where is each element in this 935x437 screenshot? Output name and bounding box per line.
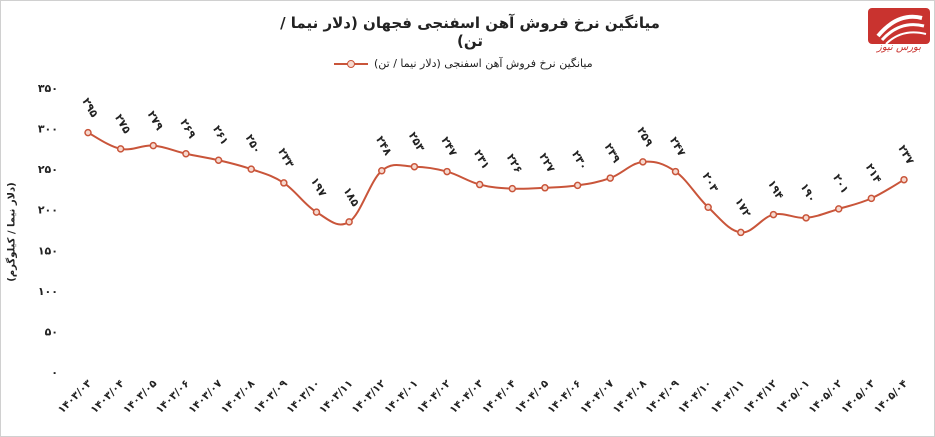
data-point (475, 180, 484, 189)
data-label: ۲۵۹ (634, 125, 655, 149)
x-tick-label: ۱۴۰۴/۰۹ (643, 377, 682, 416)
data-label: ۲۳۳ (275, 146, 296, 170)
data-point (247, 165, 255, 173)
legend-label: میانگین نرخ فروش آهن اسفنجی (دلار نیما /… (374, 57, 593, 70)
x-tick-label: ۱۴۰۳/۱۱ (317, 378, 355, 416)
data-label: ۲۰۱ (830, 172, 851, 196)
x-tick-label: ۱۴۰۴/۰۷ (578, 377, 617, 416)
data-point (214, 156, 223, 164)
data-label: ۲۲۷ (536, 151, 557, 175)
data-label: ۲۹۵ (79, 96, 100, 120)
series-line (87, 131, 905, 234)
data-label: ۱۷۲ (732, 195, 753, 219)
x-tick-label: ۱۴۰۳/۰۴ (88, 377, 127, 416)
data-point (541, 184, 549, 192)
x-tick-label: ۱۴۰۴/۱۲ (741, 377, 780, 416)
bourse-news-logo-icon (868, 6, 930, 60)
data-label: ۲۳۷ (895, 143, 916, 167)
data-point (443, 167, 451, 176)
data-label: ۱۹۰ (797, 181, 818, 205)
data-point (900, 175, 908, 184)
data-point (312, 208, 321, 216)
data-point (182, 149, 190, 158)
x-tick-label: ۱۴۰۴/۰۶ (545, 378, 583, 416)
data-point (769, 210, 778, 219)
data-label: ۲۳۱ (471, 148, 492, 172)
x-tick-label: ۱۴۰۴/۰۴ (480, 377, 519, 416)
chart-title: میانگین نرخ فروش آهن اسفنجی فجهان (دلار … (280, 14, 660, 50)
data-label: ۲۴۸ (373, 134, 394, 158)
x-tick-label: ۱۴۰۳/۰۶ (154, 378, 192, 416)
data-point (508, 184, 517, 193)
x-tick-label: ۱۴۰۳/۱۰ (284, 378, 322, 416)
data-label: ۲۱۴ (863, 161, 884, 185)
data-label: ۱۸۵ (341, 185, 362, 209)
data-point (867, 194, 876, 203)
data-label: ۲۵۰ (243, 132, 264, 156)
data-label: ۲۵۳ (406, 130, 427, 154)
data-point (639, 158, 647, 166)
y-tick-label: ۳۰۰ (38, 123, 58, 136)
data-point (834, 205, 843, 213)
y-tick-label: ۲۰۰ (38, 204, 58, 217)
data-point (378, 167, 386, 175)
data-point (410, 162, 419, 171)
x-tick-label: ۱۴۰۵/۰۱ (774, 378, 812, 416)
x-tick-label: ۱۴۰۳/۰۸ (219, 377, 258, 416)
x-tick-label: ۱۴۰۳/۰۳ (56, 377, 95, 416)
legend: میانگین نرخ فروش آهن اسفنجی (دلار نیما /… (330, 56, 630, 72)
logo-text: بورس نیوز (877, 42, 921, 53)
x-tick-label: ۱۴۰۴/۰۸ (611, 377, 650, 416)
x-tick-label: ۱۴۰۳/۱۲ (349, 377, 388, 416)
data-label: ۲۷۵ (112, 112, 133, 136)
data-label: ۱۹۴ (765, 178, 786, 202)
y-tick-label: ۳۵۰ (38, 82, 58, 95)
x-tick-label: ۱۴۰۴/۱۰ (676, 378, 714, 416)
data-point (737, 228, 745, 237)
data-point (573, 181, 582, 190)
data-point (280, 179, 288, 187)
data-point (149, 141, 158, 150)
x-tick-label: ۱۴۰۳/۰۹ (252, 377, 291, 416)
x-tick-label: ۱۴۰۳/۰۷ (186, 377, 225, 416)
data-point (671, 167, 680, 176)
x-tick-label: ۱۴۰۴/۰۳ (447, 377, 486, 416)
data-label: ۱۹۷ (308, 175, 329, 199)
x-tick-label: ۱۴۰۵/۰۴ (872, 377, 911, 416)
data-point (704, 203, 712, 212)
legend-marker-swatch (347, 60, 355, 68)
data-label: ۲۴۷ (438, 135, 459, 159)
data-point (606, 174, 614, 182)
data-label: ۲۶۹ (177, 117, 198, 141)
data-label: ۲۴۷ (667, 135, 688, 159)
data-point (345, 218, 353, 226)
y-tick-label: ۵۰ (45, 325, 58, 338)
x-tick-label: ۱۴۰۴/۰۵ (513, 377, 552, 416)
x-tick-label: ۱۴۰۴/۱۱ (709, 378, 747, 416)
data-label: ۲۰۳ (700, 170, 721, 194)
data-point (116, 145, 125, 153)
data-label: ۲۲۶ (504, 152, 525, 176)
y-tick-label: ۲۵۰ (38, 163, 58, 176)
x-tick-label: ۱۴۰۵/۰۳ (839, 377, 878, 416)
x-tick-label: ۱۴۰۴/۰۱ (382, 378, 420, 416)
data-label: ۲۶۱ (210, 123, 231, 147)
data-label: ۲۳۰ (569, 148, 590, 172)
data-point (802, 214, 810, 222)
y-tick-label: ۱۰۰ (38, 285, 58, 298)
y-tick-label: ۱۵۰ (38, 244, 58, 257)
x-tick-label: ۱۴۰۳/۰۵ (121, 377, 160, 416)
x-tick-label: ۱۴۰۴/۰۲ (415, 377, 454, 416)
x-tick-label: ۱۴۰۵/۰۲ (806, 377, 845, 416)
data-label: ۲۷۹ (145, 109, 166, 133)
y-tick-label: ۰ (51, 366, 58, 379)
data-point (84, 128, 92, 137)
data-label: ۲۳۹ (602, 141, 623, 165)
